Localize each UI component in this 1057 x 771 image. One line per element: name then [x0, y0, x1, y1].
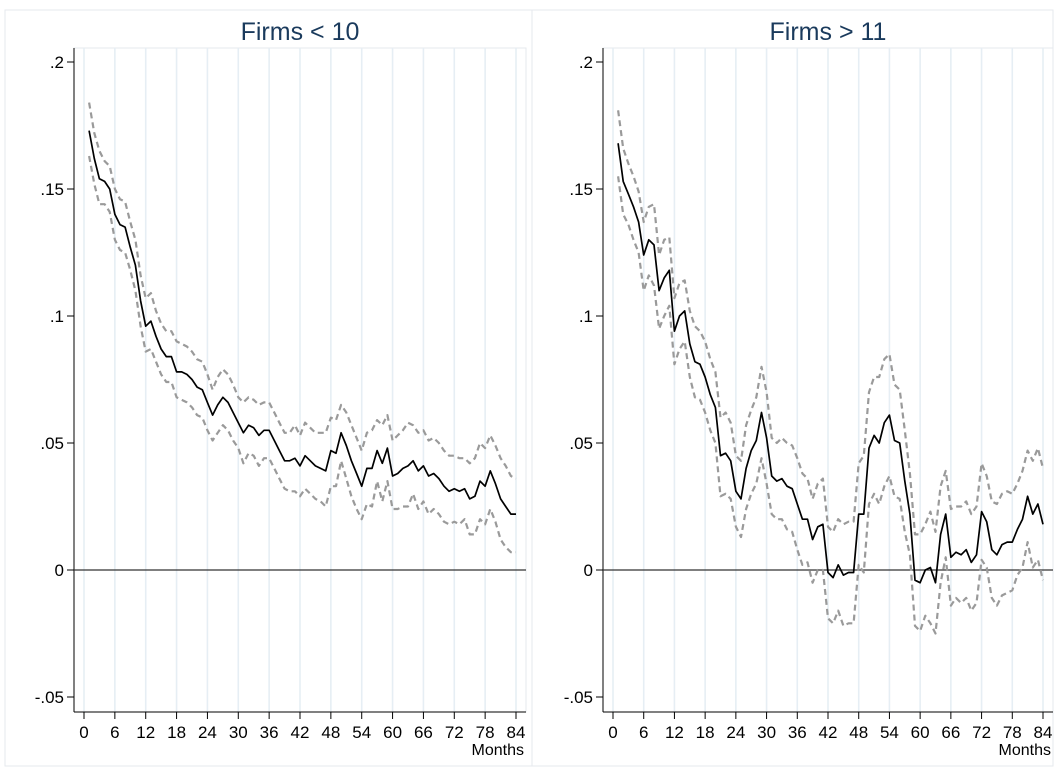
x-axis-label: Months [472, 742, 524, 759]
x-tick-label: 72 [972, 723, 991, 742]
y-tick-label: .15 [40, 180, 64, 199]
x-tick-label: 12 [665, 723, 684, 742]
x-tick-label: 60 [383, 723, 402, 742]
x-tick-label: 60 [911, 723, 930, 742]
y-tick-label: .15 [569, 180, 593, 199]
y-tick-label: 0 [55, 561, 64, 580]
x-tick-label: 48 [849, 723, 868, 742]
series-line-confidence-bound [88, 155, 516, 554]
y-tick-label: .2 [579, 53, 593, 72]
y-tick-label: -.05 [35, 688, 64, 707]
x-tick-label: 6 [639, 723, 648, 742]
x-tick-label: 36 [260, 723, 279, 742]
x-tick-label: 42 [291, 723, 310, 742]
x-tick-label: 66 [941, 723, 960, 742]
x-tick-label: 72 [445, 723, 464, 742]
x-tick-label: 84 [1034, 723, 1053, 742]
x-tick-label: 42 [819, 723, 838, 742]
series-line-confidence-bound [617, 110, 1045, 536]
chart-title: Firms < 10 [241, 18, 360, 46]
x-tick-label: 24 [198, 723, 217, 742]
y-tick-label: .2 [50, 53, 64, 72]
x-tick-label: 54 [352, 723, 371, 742]
x-axis-label: Months [999, 742, 1051, 759]
x-tick-label: 66 [414, 723, 433, 742]
x-tick-label: 84 [507, 723, 526, 742]
x-tick-label: 18 [696, 723, 715, 742]
series-line-estimate [617, 143, 1044, 584]
x-tick-label: 78 [1003, 723, 1022, 742]
y-tick-label: .1 [579, 307, 593, 326]
x-tick-label: 0 [608, 723, 617, 742]
x-tick-label: 36 [788, 723, 807, 742]
x-tick-label: 6 [110, 723, 119, 742]
y-tick-label: .1 [50, 307, 64, 326]
series-line-confidence-bound [88, 102, 517, 480]
x-tick-label: 24 [726, 723, 745, 742]
x-tick-label: 78 [476, 723, 495, 742]
x-tick-label: 30 [229, 723, 248, 742]
x-tick-label: 48 [321, 723, 340, 742]
chart-title: Firms > 11 [770, 18, 887, 46]
x-tick-label: 54 [880, 723, 899, 742]
y-tick-label: .05 [40, 434, 64, 453]
chart-panel-1: Firms < 10 -.05 0 .05 .1 .15 .2 0 6 12 18 24 30 36 42 4… [4, 9, 533, 767]
x-tick-label: 12 [136, 723, 155, 742]
y-tick-label: -.05 [564, 688, 593, 707]
x-tick-label: 0 [79, 723, 88, 742]
series-line-confidence-bound [617, 176, 1045, 635]
series-line-estimate [88, 130, 516, 515]
y-tick-label: 0 [584, 561, 593, 580]
x-tick-label: 30 [757, 723, 776, 742]
x-tick-label: 18 [167, 723, 186, 742]
y-tick-label: .05 [569, 434, 593, 453]
chart-panel-2: Firms > 11 -.05 0 .05 .1 .15 .2 0 6 12 18 24 30 36 42 4… [531, 9, 1054, 767]
